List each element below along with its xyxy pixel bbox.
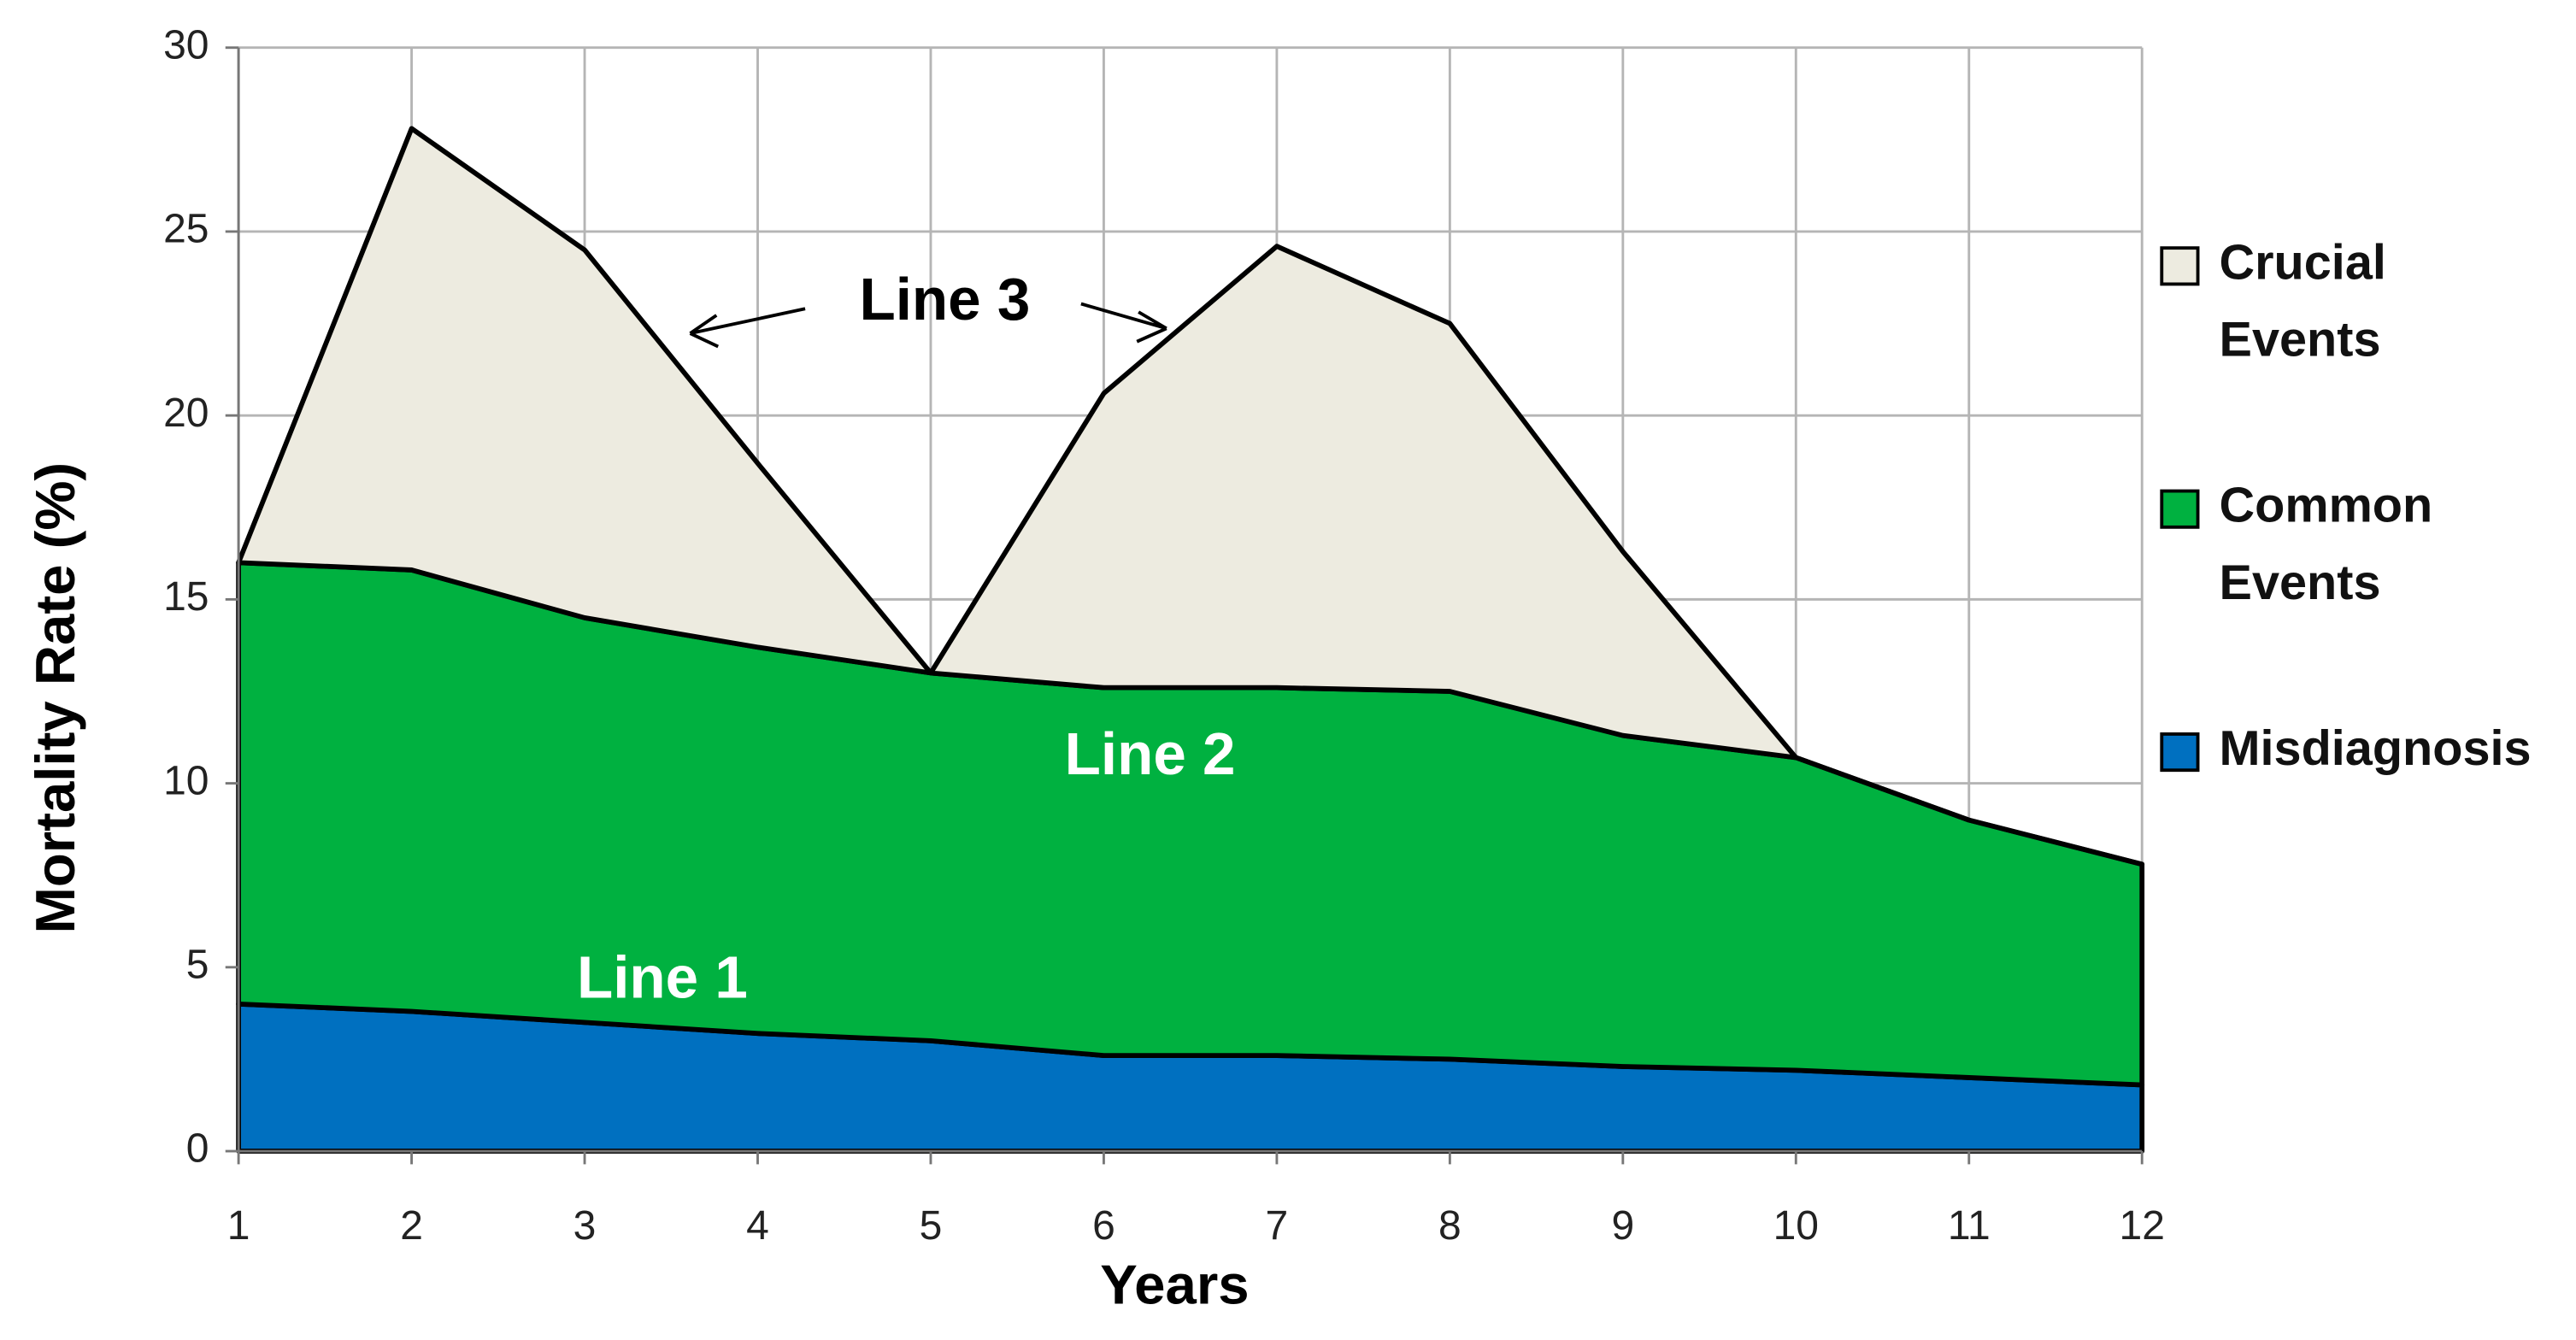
legend-swatch bbox=[2160, 732, 2200, 773]
x-tick-label: 11 bbox=[1948, 1203, 1991, 1249]
y-tick-label: 5 bbox=[186, 942, 209, 987]
arrow bbox=[689, 307, 806, 349]
y-tick-label: 10 bbox=[163, 758, 209, 803]
y-tick-label: 20 bbox=[163, 391, 209, 436]
legend-label: Crucial Events bbox=[2220, 236, 2400, 367]
x-axis-label: Years bbox=[1100, 1254, 1249, 1316]
annotation: Line 3 bbox=[859, 266, 1030, 332]
y-tick-label: 15 bbox=[163, 574, 209, 620]
x-tick-label: 4 bbox=[746, 1203, 769, 1249]
legend-swatch bbox=[2160, 246, 2200, 286]
x-tick-label: 6 bbox=[1092, 1203, 1115, 1249]
arrow bbox=[1080, 302, 1167, 344]
x-tick-label: 5 bbox=[920, 1203, 943, 1249]
legend-swatch bbox=[2160, 489, 2200, 529]
x-tick-label: 1 bbox=[227, 1203, 250, 1249]
legend-label: Common Events bbox=[2220, 479, 2447, 610]
annotation: Line 2 bbox=[1065, 720, 1236, 787]
annotation: Line 1 bbox=[577, 943, 748, 1010]
y-tick-label: 30 bbox=[163, 22, 209, 68]
y-tick-label: 0 bbox=[186, 1126, 209, 1172]
area bbox=[236, 126, 2145, 867]
legend: Misdiagnosis Common Events Crucial Events bbox=[2160, 236, 2532, 776]
x-tick-label: 9 bbox=[1611, 1203, 1634, 1249]
x-tick-label: 2 bbox=[400, 1203, 423, 1249]
annotation-arrows bbox=[689, 302, 1167, 349]
x-tick-label: 7 bbox=[1266, 1203, 1289, 1249]
x-tick-label: 3 bbox=[573, 1203, 597, 1249]
x-tick-label: 8 bbox=[1438, 1203, 1461, 1249]
y-tick-label: 25 bbox=[163, 207, 209, 252]
x-tick-label: 12 bbox=[2120, 1203, 2165, 1249]
y-axis-label: Mortality Rate (%) bbox=[24, 462, 86, 934]
x-tick-label: 10 bbox=[1773, 1203, 1819, 1249]
areas bbox=[236, 126, 2145, 1154]
legend-label: Misdiagnosis bbox=[2220, 721, 2532, 776]
